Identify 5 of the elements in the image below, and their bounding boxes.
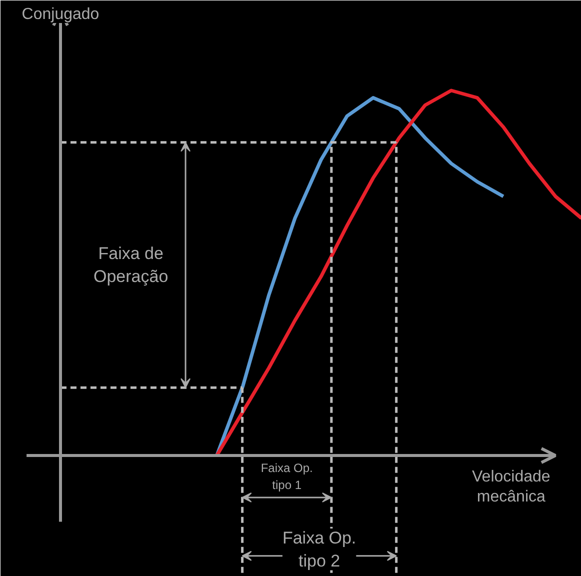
text: Faixa Op. tipo 2	[282, 528, 356, 570]
x-axis-title: Velocidade mecânica	[472, 468, 550, 506]
text: Conjugado	[22, 6, 100, 23]
text: Faixa Op. tipo 1	[260, 460, 313, 492]
text: Faixa de Operação	[94, 244, 168, 286]
